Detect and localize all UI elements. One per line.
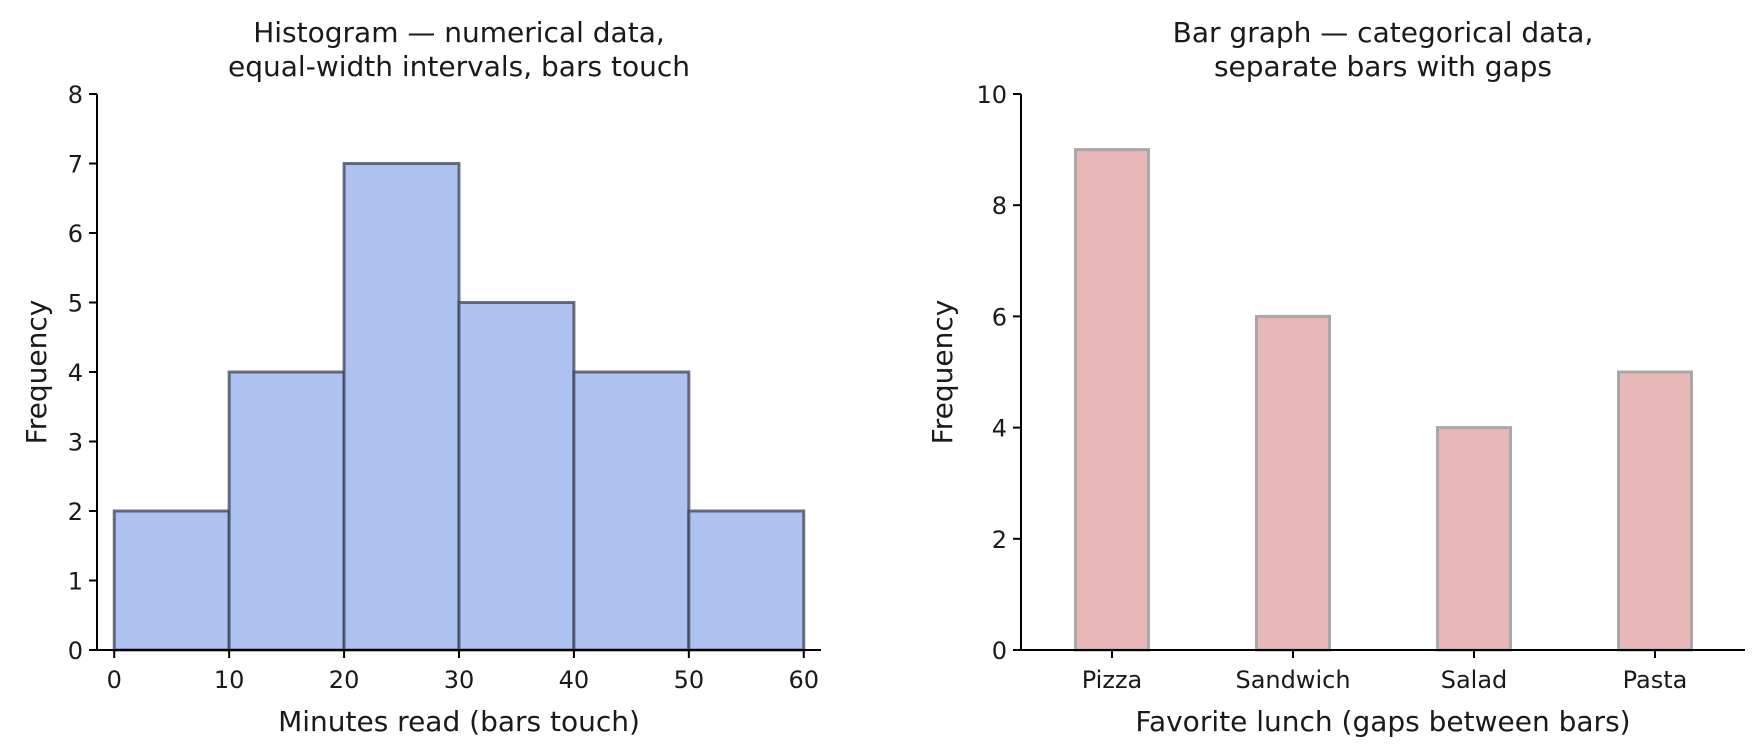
x-tick-label: 40 [559,666,590,694]
y-tick-label: 0 [992,637,1007,665]
x-tick-label: Pizza [1082,666,1143,694]
chart-title-line: Bar graph — categorical data, [1173,16,1594,49]
x-axis-label: Minutes read (bars touch) [278,705,640,738]
y-tick-label: 2 [992,526,1007,554]
bar-salad [1436,426,1512,652]
bar-graph-chart: Pizza Sandwich Salad Pasta 0 2 4 6 8 10 Bar graph … [926,16,1745,738]
y-tick-label: 5 [68,290,83,318]
bar-pasta [1617,370,1693,652]
x-tick-label: Pasta [1623,666,1688,694]
chart-title-line: separate bars with gaps [1214,50,1552,83]
chart-title-line: Histogram — numerical data, [253,16,665,49]
y-tick-label: 2 [68,498,83,526]
y-axis-label: Frequency [926,300,959,445]
histogram-bar [227,370,346,652]
bar-sandwich [1255,314,1331,652]
x-tick-label: Sandwich [1235,666,1350,694]
x-tick-label: 30 [444,666,475,694]
y-tick-label: 7 [68,151,83,179]
bars [1074,148,1693,652]
bar-pizza [1074,148,1150,652]
histogram-bar [457,301,576,652]
x-tick-label: 10 [214,666,245,694]
x-tick-label: 50 [674,666,705,694]
y-tick-label: 6 [68,220,83,248]
y-tick-label: 3 [68,429,83,457]
histogram-bar [112,509,231,652]
histogram-bar [342,162,461,652]
y-tick-label: 0 [68,637,83,665]
histogram-bar [572,370,691,652]
x-tick-label: Salad [1441,666,1508,694]
y-tick-label: 6 [992,303,1007,331]
y-tick-label: 8 [992,192,1007,220]
y-tick-label: 10 [976,81,1007,109]
x-tick-label: 0 [107,666,122,694]
x-axis-label: Favorite lunch (gaps between bars) [1135,705,1630,738]
y-axis-label: Frequency [20,300,53,445]
x-tick-label: 20 [329,666,360,694]
y-tick-label: 8 [68,81,83,109]
y-tick-label: 1 [68,568,83,596]
y-tick-label: 4 [68,359,83,387]
histogram-bar [687,509,806,652]
y-tick-label: 4 [992,415,1007,443]
histogram-chart: 0 1 2 3 4 5 6 7 8 0 10 20 30 40 50 60 Histogram — numeri… [20,16,821,738]
x-tick-label: 60 [788,666,819,694]
chart-title-line: equal-width intervals, bars touch [228,50,690,83]
bars [112,162,806,652]
